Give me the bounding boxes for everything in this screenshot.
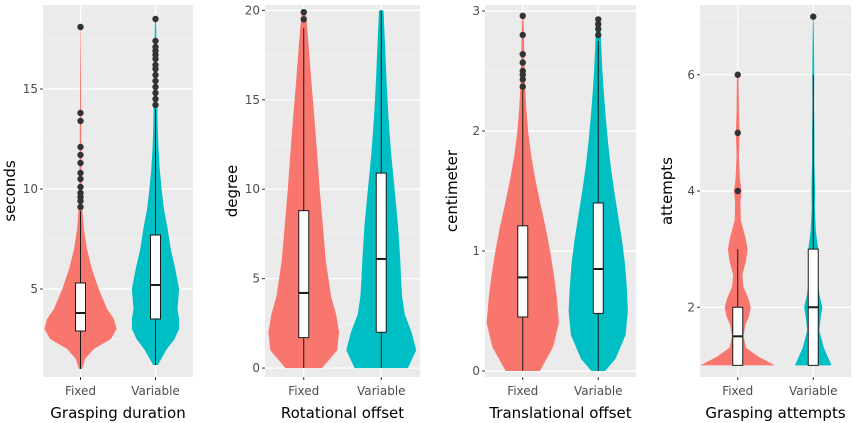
y-tick-label: 5 xyxy=(252,272,260,286)
y-tick-label: 10 xyxy=(23,182,38,196)
outlier-point xyxy=(152,61,159,69)
outlier-point xyxy=(77,169,84,177)
y-tick-label: 1 xyxy=(472,244,480,258)
x-axis-title: Translational offset xyxy=(488,404,631,422)
box xyxy=(592,202,604,314)
y-tick-label: 2 xyxy=(687,300,695,314)
y-axis-title: degree xyxy=(223,165,241,218)
y-tick-label: 6 xyxy=(687,68,695,82)
outlier-point xyxy=(77,117,84,125)
outlier-point xyxy=(519,59,526,66)
outlier-point xyxy=(77,23,84,31)
x-axis-title: Rotational offset xyxy=(281,404,404,422)
y-tick-label: 15 xyxy=(23,82,38,96)
outlier-point xyxy=(734,129,741,137)
y-tick-label: 2 xyxy=(472,124,480,138)
x-tick-label: Fixed xyxy=(722,384,753,398)
y-tick-label: 5 xyxy=(30,282,38,296)
outlier-point xyxy=(519,76,526,83)
box xyxy=(75,282,86,332)
violin-fixed xyxy=(700,74,775,366)
x-tick-label: Variable xyxy=(131,384,180,398)
panel-4: 2 4 6 Fixed Variable Grasping attempts attempt… xyxy=(658,5,851,422)
outlier-point xyxy=(810,13,817,20)
y-tick-label: 0 xyxy=(252,361,260,375)
outlier-point xyxy=(519,31,526,39)
outlier-point xyxy=(77,203,84,211)
y-axis-title: centimeter xyxy=(443,149,461,232)
outlier-point xyxy=(152,71,159,79)
outlier-point xyxy=(77,159,84,167)
x-tick-label: Fixed xyxy=(65,384,96,398)
y-tick-label: 0 xyxy=(472,364,480,378)
outlier-point xyxy=(152,77,159,85)
outlier-point xyxy=(519,83,526,90)
outlier-point xyxy=(595,31,602,39)
outlier-point xyxy=(595,21,602,28)
outlier-point xyxy=(300,8,307,16)
panel-3: 0 1 2 3 Fixed Variable Translational offset cen… xyxy=(443,4,636,422)
outlier-point xyxy=(595,16,602,23)
outlier-point xyxy=(152,43,159,51)
y-axis-title: attempts xyxy=(658,157,676,225)
panel-2: 0 5 10 15 20 Fixed Variable Rotational offset de… xyxy=(223,3,420,422)
outlier-point xyxy=(77,143,84,151)
outlier-point xyxy=(519,67,526,75)
box xyxy=(150,234,161,320)
box xyxy=(298,210,310,339)
y-tick-label: 20 xyxy=(245,3,260,17)
outlier-point xyxy=(77,151,84,159)
outlier-point xyxy=(734,187,741,195)
y-tick-label: 3 xyxy=(472,4,480,18)
y-axis-title: seconds xyxy=(1,160,19,221)
y-tick-label: 10 xyxy=(245,182,260,196)
outlier-point xyxy=(77,183,84,191)
outlier-point xyxy=(519,12,526,19)
x-tick-label: Variable xyxy=(789,384,838,398)
x-tick-label: Fixed xyxy=(288,384,319,398)
y-tick-label: 4 xyxy=(687,184,695,198)
y-tick-label: 15 xyxy=(245,93,260,107)
outlier-point xyxy=(152,83,159,91)
outlier-point xyxy=(77,175,84,183)
panel-1: 5 10 15 Fixed Variable Grasping duration secon… xyxy=(1,5,193,422)
outlier-point xyxy=(77,109,84,117)
x-tick-label: Fixed xyxy=(507,384,538,398)
outlier-point xyxy=(300,16,307,23)
x-tick-label: Variable xyxy=(574,384,623,398)
outlier-point xyxy=(77,189,84,197)
outlier-point xyxy=(595,25,602,33)
outlier-point xyxy=(152,101,159,109)
outlier-point xyxy=(152,15,159,23)
outlier-point xyxy=(152,95,159,103)
outlier-point xyxy=(152,37,159,45)
box xyxy=(375,172,387,333)
x-tick-label: Variable xyxy=(357,384,406,398)
box xyxy=(517,225,529,318)
x-axis-title: Grasping duration xyxy=(50,404,185,422)
outlier-point xyxy=(152,89,159,97)
outlier-point xyxy=(519,51,526,58)
outlier-point xyxy=(734,71,741,78)
x-axis-title: Grasping attempts xyxy=(705,404,845,422)
